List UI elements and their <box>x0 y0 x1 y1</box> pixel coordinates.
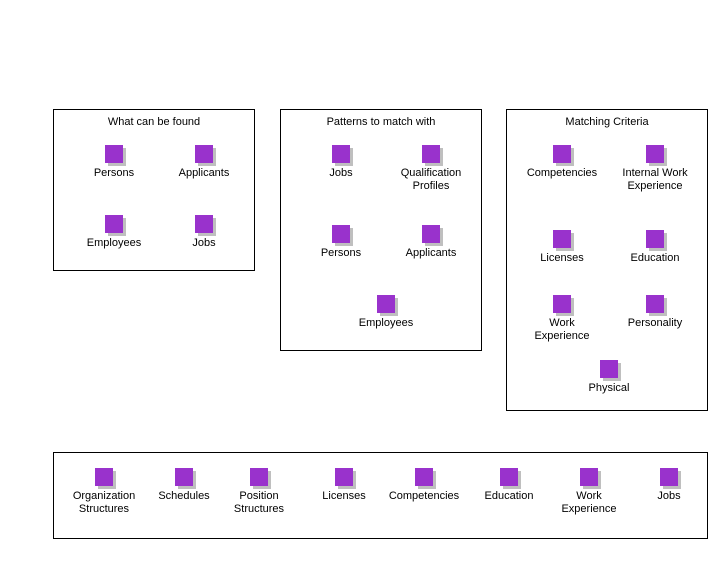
item-label: Employees <box>74 237 154 250</box>
box-title-found: What can be found <box>54 110 254 128</box>
cube-icon <box>660 468 678 486</box>
item-label: Licenses <box>304 490 384 503</box>
box-title-criteria: Matching Criteria <box>507 110 707 128</box>
item-label: Competencies <box>522 167 602 180</box>
item-bottom-1: Schedules <box>144 468 224 503</box>
cube-icon <box>422 225 440 243</box>
item-label: Work Experience <box>522 317 602 342</box>
box-criteria: Matching Criteria Competencies Internal Wo… <box>506 109 708 411</box>
item-bottom-5: Education <box>469 468 549 503</box>
item-label: Jobs <box>301 167 381 180</box>
cube-icon <box>646 145 664 163</box>
item-label: Education <box>615 252 695 265</box>
item-criteria-1: Internal Work Experience <box>615 145 695 192</box>
item-criteria-6: Physical <box>569 360 649 395</box>
item-found-2: Employees <box>74 215 154 250</box>
cube-icon <box>175 468 193 486</box>
box-found: What can be found Persons Applicants Employ… <box>53 109 255 271</box>
item-criteria-2: Licenses <box>522 230 602 265</box>
item-label: Schedules <box>144 490 224 503</box>
box-patterns: Patterns to match with Jobs Qualification … <box>280 109 482 351</box>
item-label: Personality <box>615 317 695 330</box>
item-bottom-0: Organization Structures <box>64 468 144 515</box>
item-label: Qualification Profiles <box>391 167 471 192</box>
item-criteria-3: Education <box>615 230 695 265</box>
item-patterns-1: Qualification Profiles <box>391 145 471 192</box>
cube-icon <box>105 215 123 233</box>
cube-icon <box>600 360 618 378</box>
item-found-3: Jobs <box>164 215 244 250</box>
cube-icon <box>95 468 113 486</box>
item-bottom-7: Jobs <box>629 468 709 503</box>
cube-icon <box>553 145 571 163</box>
item-bottom-6: Work Experience <box>549 468 629 515</box>
cube-icon <box>332 225 350 243</box>
cube-icon <box>580 468 598 486</box>
cube-icon <box>415 468 433 486</box>
item-label: Jobs <box>164 237 244 250</box>
item-found-1: Applicants <box>164 145 244 180</box>
item-label: Education <box>469 490 549 503</box>
item-label: Internal Work Experience <box>615 167 695 192</box>
item-criteria-0: Competencies <box>522 145 602 180</box>
item-label: Applicants <box>391 247 471 260</box>
item-criteria-4: Work Experience <box>522 295 602 342</box>
cube-icon <box>646 295 664 313</box>
box-title-patterns: Patterns to match with <box>281 110 481 128</box>
item-patterns-4: Employees <box>346 295 426 330</box>
box-bottom: Organization StructuresSchedulesPosition… <box>53 452 708 539</box>
cube-icon <box>500 468 518 486</box>
cube-icon <box>335 468 353 486</box>
item-bottom-3: Licenses <box>304 468 384 503</box>
item-label: Employees <box>346 317 426 330</box>
item-label: Competencies <box>384 490 464 503</box>
item-criteria-5: Personality <box>615 295 695 330</box>
cube-icon <box>553 230 571 248</box>
cube-icon <box>105 145 123 163</box>
item-found-0: Persons <box>74 145 154 180</box>
cube-icon <box>422 145 440 163</box>
cube-icon <box>553 295 571 313</box>
item-patterns-0: Jobs <box>301 145 381 180</box>
item-patterns-3: Applicants <box>391 225 471 260</box>
item-bottom-2: Position Structures <box>219 468 299 515</box>
cube-icon <box>646 230 664 248</box>
item-label: Physical <box>569 382 649 395</box>
item-label: Position Structures <box>219 490 299 515</box>
item-label: Licenses <box>522 252 602 265</box>
item-label: Organization Structures <box>64 490 144 515</box>
cube-icon <box>195 215 213 233</box>
item-label: Persons <box>74 167 154 180</box>
cube-icon <box>377 295 395 313</box>
item-patterns-2: Persons <box>301 225 381 260</box>
cube-icon <box>332 145 350 163</box>
cube-icon <box>250 468 268 486</box>
item-label: Persons <box>301 247 381 260</box>
item-bottom-4: Competencies <box>384 468 464 503</box>
cube-icon <box>195 145 213 163</box>
item-label: Work Experience <box>549 490 629 515</box>
item-label: Jobs <box>629 490 709 503</box>
item-label: Applicants <box>164 167 244 180</box>
